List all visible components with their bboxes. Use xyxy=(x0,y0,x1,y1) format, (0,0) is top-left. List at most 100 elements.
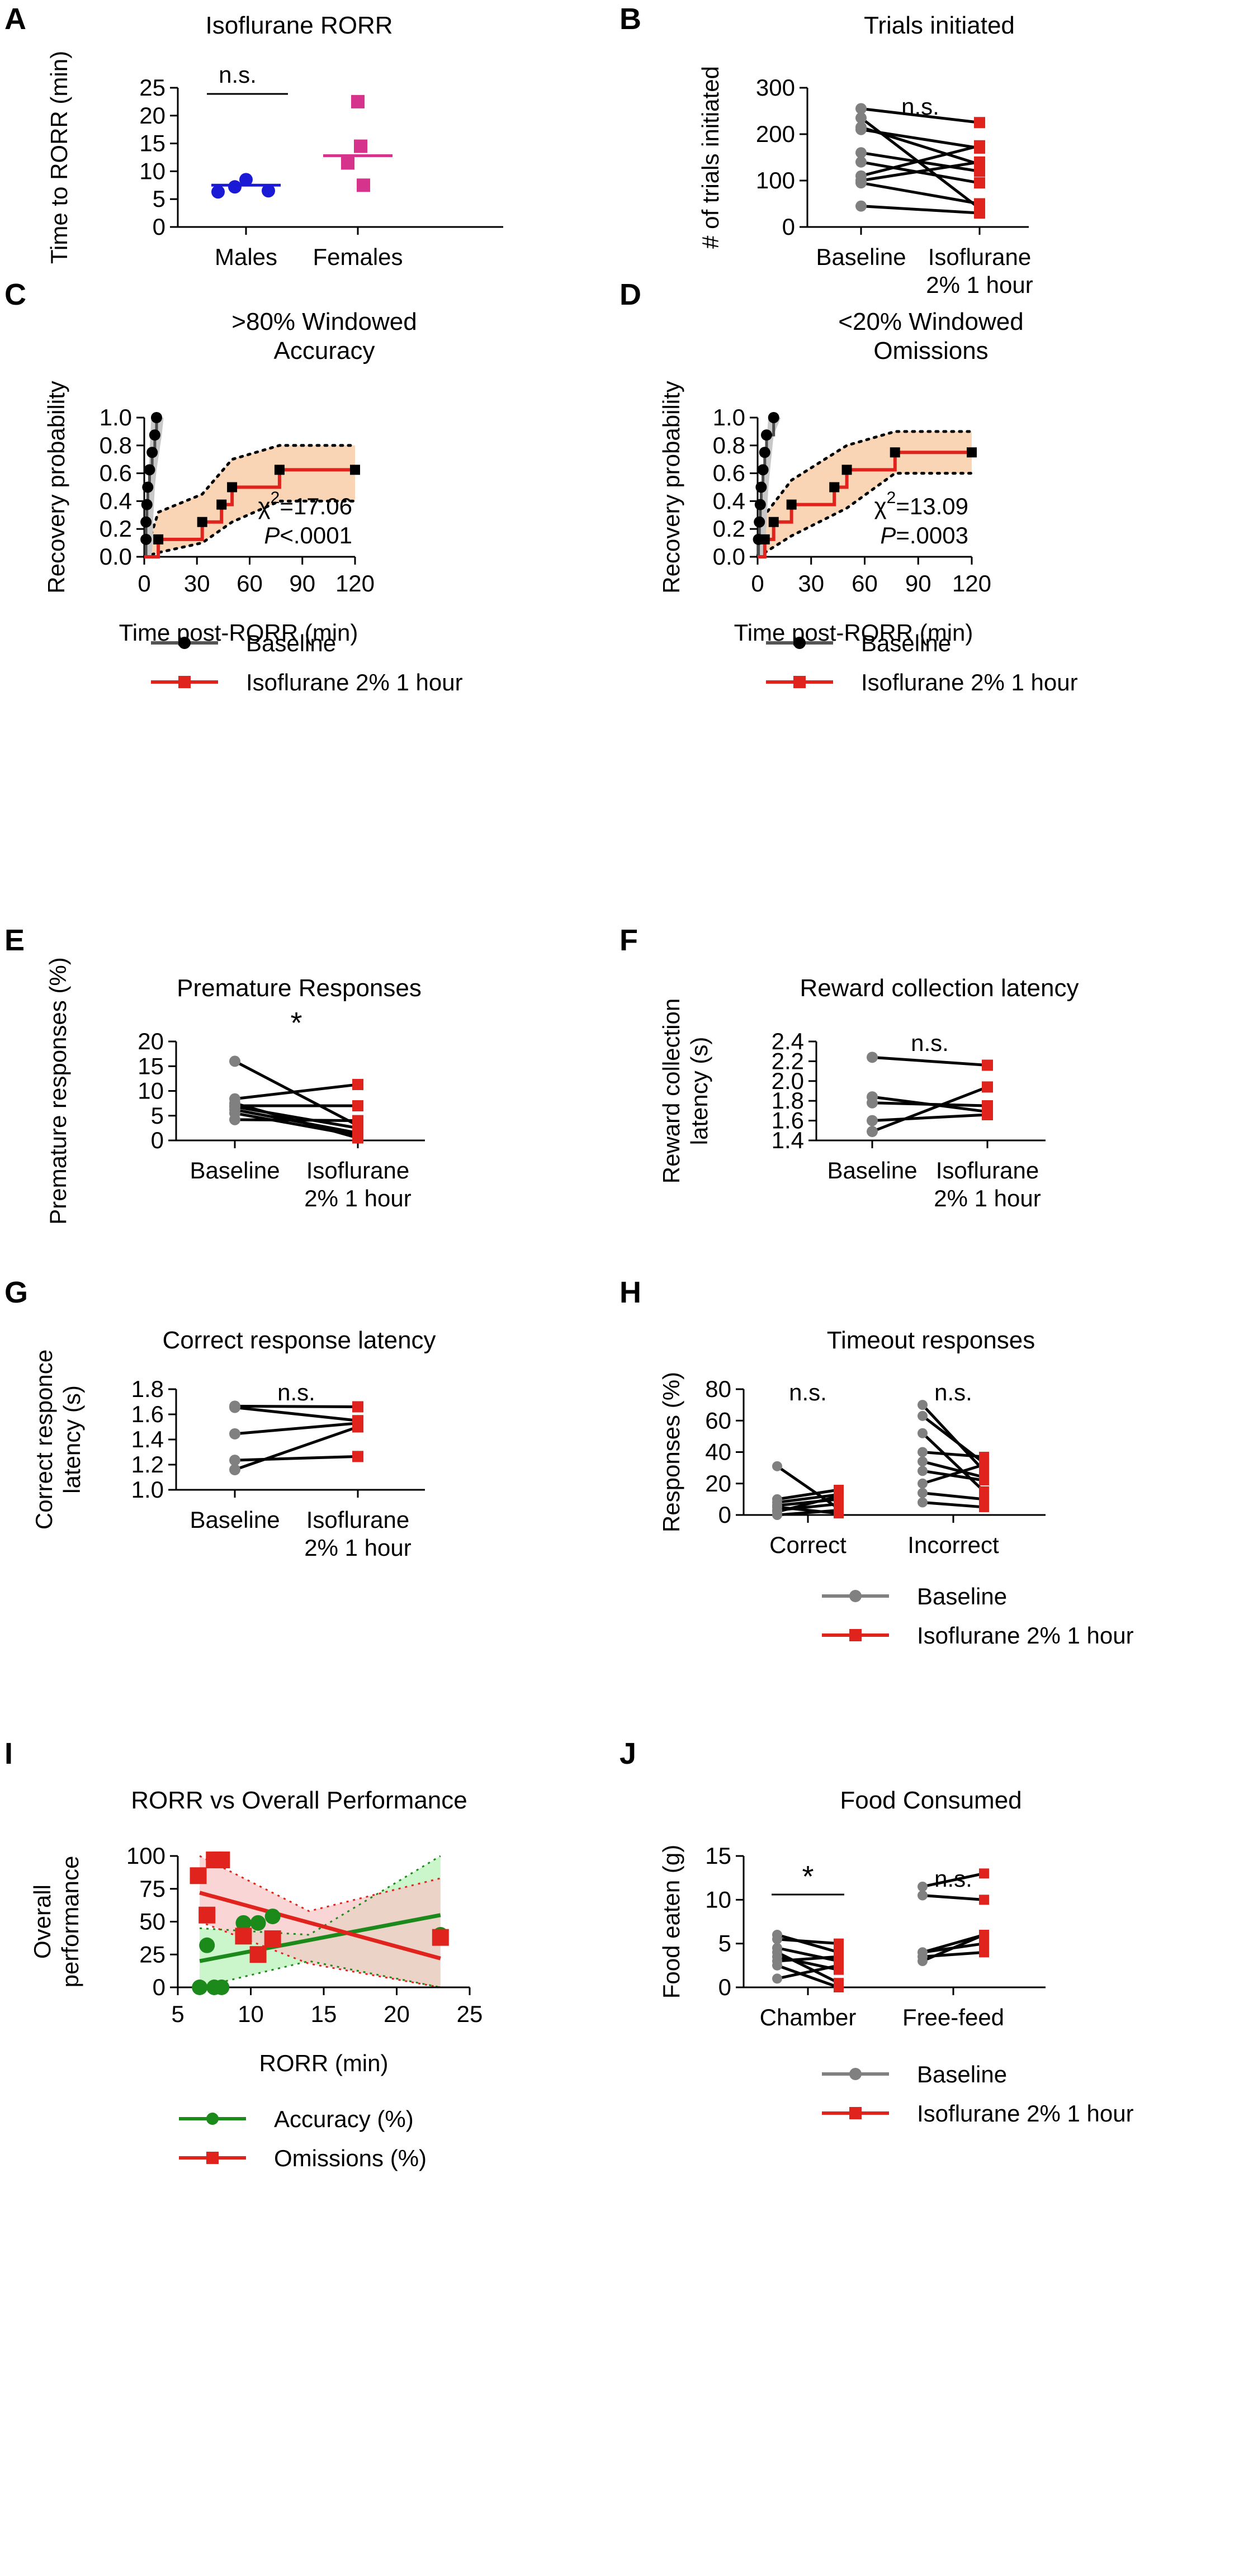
pair-line xyxy=(234,1105,358,1130)
isoflurane-point xyxy=(974,156,985,168)
isoflurane-point xyxy=(834,1505,844,1516)
y-tick-label: 40 xyxy=(705,1439,731,1465)
legend-label: Isoflurane 2% 1 hour xyxy=(917,1622,1134,1649)
legend-label: Baseline xyxy=(917,2061,1007,2087)
baseline-point xyxy=(918,1488,928,1498)
pair-line xyxy=(922,1491,985,1501)
legend-label: Isoflurane 2% 1 hour xyxy=(861,669,1078,695)
pair-line xyxy=(922,1894,985,1901)
data-point xyxy=(341,156,354,170)
y-tick-label: 0 xyxy=(153,214,165,240)
data-point xyxy=(190,1867,207,1884)
p-value-text: P<.0001 xyxy=(264,522,352,548)
legend-marker xyxy=(849,1629,862,1641)
y-axis-label: performance xyxy=(57,1856,83,1988)
y-tick-label: 0.2 xyxy=(713,515,745,542)
y-tick-label: 0.0 xyxy=(713,543,745,570)
pair-line xyxy=(777,1493,839,1504)
x-category-label: Baseline xyxy=(190,1157,280,1183)
panel-j: J Food Consumed 0 5 10 15 Food eaten (g) Chambe… xyxy=(620,1737,1046,2030)
baseline-point xyxy=(855,156,867,168)
isoflurane-point xyxy=(352,1130,363,1142)
isoflurane-point xyxy=(834,1938,844,1949)
legend-label: Baseline xyxy=(861,630,951,656)
significance-label: n.s. xyxy=(911,1030,949,1056)
data-point xyxy=(239,173,253,187)
significance-label: n.s. xyxy=(901,93,939,120)
baseline-point xyxy=(140,516,152,528)
data-point xyxy=(235,1928,252,1945)
legend-marker xyxy=(206,2113,219,2125)
x-tick-label: 20 xyxy=(384,2001,410,2027)
chi-square-text: χ2=17.06 xyxy=(258,489,352,519)
y-tick-label: 0 xyxy=(718,1502,731,1528)
panel-title: >80% Windowed xyxy=(231,308,417,335)
baseline-point xyxy=(918,1466,928,1476)
data-point xyxy=(192,1980,208,1995)
legend: Baseline Isoflurane 2% 1 hour xyxy=(822,1583,1134,1649)
baseline-point xyxy=(867,1126,878,1138)
y-tick-label: 0.4 xyxy=(713,487,745,514)
pair-line xyxy=(922,1463,985,1485)
panel-g: G Correct response latency 1.01.21.41.61.8… xyxy=(4,1276,436,1561)
isoflurane-point xyxy=(786,499,797,510)
y-axis-label: Responses (%) xyxy=(658,1372,684,1532)
baseline-point xyxy=(918,1890,928,1901)
x-category-label: 2% 1 hour xyxy=(926,272,1033,298)
y-tick-label: 10 xyxy=(139,158,165,184)
x-axis-label: RORR (min) xyxy=(259,2050,389,2076)
y-tick-label: 0 xyxy=(782,214,795,240)
isoflurane-point xyxy=(982,1109,993,1120)
y-axis-label: # of trials initiated xyxy=(697,66,723,249)
pair-line xyxy=(234,1083,358,1101)
pair-line xyxy=(872,1086,988,1133)
confidence-band xyxy=(200,1856,441,1987)
legend-marker xyxy=(849,1590,862,1602)
isoflurane-point xyxy=(974,165,985,177)
x-category-label: Baseline xyxy=(190,1507,280,1533)
chi-value: =17.06 xyxy=(280,493,352,519)
panel-title: Omissions xyxy=(873,337,988,364)
significance-label: * xyxy=(290,1006,302,1040)
x-category-label: Males xyxy=(215,244,277,270)
x-tick-label: 120 xyxy=(952,570,991,596)
pair-line xyxy=(234,1111,358,1137)
panel-title: Isoflurane RORR xyxy=(205,12,392,39)
pair-line xyxy=(860,128,980,150)
data-point xyxy=(249,1946,267,1963)
pair-line xyxy=(777,1509,839,1517)
legend-label: Accuracy (%) xyxy=(274,2106,414,2132)
data-point xyxy=(250,1915,266,1931)
baseline-point xyxy=(759,447,770,458)
y-tick-label: 0.6 xyxy=(713,460,745,486)
legend: Baseline Isoflurane 2% 1 hour xyxy=(822,2061,1134,2127)
baseline-point xyxy=(772,1934,782,1944)
pair-line xyxy=(922,1501,985,1509)
x-category-label: Females xyxy=(313,244,403,270)
y-tick-label: 0 xyxy=(151,1127,164,1153)
pair-line xyxy=(921,1432,985,1493)
pair-line xyxy=(860,144,980,178)
pair-line xyxy=(777,1964,839,1989)
baseline-point xyxy=(146,447,158,458)
isoflurane-point xyxy=(834,1952,844,1962)
isoflurane-point xyxy=(979,1868,989,1879)
y-tick-label: 25 xyxy=(139,1941,165,1967)
pair-line xyxy=(777,1933,839,1954)
legend: Baseline Isoflurane 2% 1 hour xyxy=(766,630,1078,695)
baseline-point xyxy=(229,1114,240,1125)
y-tick-label: 0.6 xyxy=(100,460,132,486)
regression-line xyxy=(199,1913,441,1963)
ci-upper-line xyxy=(756,430,973,558)
x-category-label: Baseline xyxy=(816,244,906,270)
panel-title: <20% Windowed xyxy=(838,308,1023,335)
baseline-point xyxy=(918,1956,928,1966)
x-tick-label: 0 xyxy=(751,570,764,596)
panel-letter: H xyxy=(620,1276,641,1309)
isoflurane-point xyxy=(197,517,207,527)
baseline-point xyxy=(855,103,867,115)
panel-title: Food Consumed xyxy=(840,1787,1022,1814)
